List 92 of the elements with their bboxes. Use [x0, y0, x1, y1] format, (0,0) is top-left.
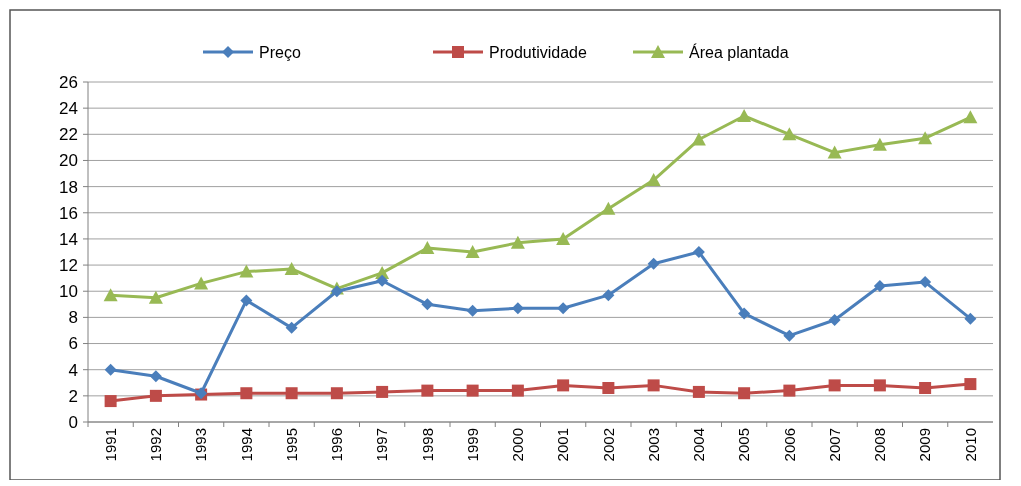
point — [556, 231, 571, 245]
point — [737, 109, 752, 122]
x-tick-label: 1995 — [282, 428, 300, 462]
point — [194, 276, 209, 290]
point — [738, 387, 751, 400]
point — [873, 379, 886, 392]
y-tick-label: 24 — [59, 99, 78, 119]
point — [964, 312, 977, 325]
point — [828, 379, 841, 392]
point — [511, 384, 524, 397]
y-tick-label: 0 — [68, 412, 78, 432]
point — [285, 387, 298, 400]
point — [285, 321, 298, 334]
point — [240, 387, 253, 400]
x-tick-label: 1994 — [237, 428, 255, 462]
point — [421, 298, 434, 311]
y-tick-label: 2 — [68, 386, 78, 406]
point — [782, 127, 797, 141]
point — [964, 378, 977, 391]
y-tick-label: 8 — [68, 308, 78, 328]
y-tick-label: 14 — [59, 229, 78, 249]
point — [466, 384, 479, 397]
y-tick-label: 26 — [59, 72, 78, 92]
point — [149, 370, 162, 383]
point — [284, 262, 299, 275]
point — [738, 307, 751, 320]
point — [646, 173, 661, 187]
point — [873, 280, 886, 292]
point — [330, 285, 343, 298]
y-tick-label: 12 — [59, 256, 78, 276]
point — [963, 110, 978, 124]
legend-label: Preço — [259, 43, 301, 61]
x-tick-label: 2005 — [735, 428, 753, 462]
point — [692, 385, 705, 398]
point — [783, 329, 796, 342]
x-tick-label: 2009 — [916, 428, 934, 462]
x-tick-label: 2002 — [599, 428, 617, 462]
point — [376, 274, 389, 287]
x-tick-label: 1992 — [147, 428, 165, 462]
point — [557, 379, 570, 392]
x-tick-label: 2008 — [871, 428, 889, 462]
y-tick-label: 4 — [68, 360, 78, 380]
x-tick-label: 2001 — [554, 428, 572, 462]
point — [647, 257, 660, 270]
point — [376, 385, 389, 398]
x-tick-label: 1993 — [192, 428, 210, 462]
y-tick-label: 18 — [59, 177, 78, 197]
point — [692, 246, 705, 258]
point — [239, 264, 254, 278]
point — [421, 384, 434, 397]
x-tick-label: 1999 — [463, 428, 481, 462]
point — [466, 304, 479, 317]
point — [919, 276, 932, 289]
x-tick-label: 2004 — [690, 428, 708, 462]
point — [647, 379, 660, 392]
point — [420, 241, 435, 255]
point — [602, 382, 615, 394]
x-tick-label: 1997 — [373, 428, 391, 462]
point — [103, 288, 118, 302]
point — [919, 382, 932, 394]
point — [691, 132, 706, 146]
point — [783, 384, 796, 397]
point — [465, 245, 480, 258]
y-tick-label: 20 — [59, 151, 78, 171]
x-tick-label: 2010 — [961, 428, 979, 462]
point — [104, 395, 117, 408]
point — [557, 302, 570, 315]
x-tick-label: 1998 — [418, 428, 436, 462]
y-tick-label: 16 — [59, 203, 78, 223]
x-tick-label: 1991 — [101, 428, 119, 462]
point — [240, 294, 253, 307]
point — [104, 363, 117, 376]
x-tick-label: 2007 — [825, 428, 843, 462]
point — [918, 131, 933, 145]
x-tick-label: 1996 — [328, 428, 346, 462]
y-tick-label: 22 — [59, 125, 78, 145]
x-tick-label: 2000 — [509, 428, 527, 462]
point — [510, 235, 525, 249]
point — [872, 137, 887, 151]
point — [149, 389, 162, 402]
point — [827, 145, 842, 159]
legend-label: Área plantada — [689, 42, 789, 61]
y-tick-label: 10 — [59, 282, 78, 302]
x-tick-label: 2003 — [644, 428, 662, 462]
point — [601, 201, 616, 215]
point — [330, 387, 343, 400]
point — [828, 314, 841, 326]
legend-label: Produtividade — [489, 43, 587, 61]
y-tick-label: 6 — [68, 334, 78, 354]
point — [602, 289, 615, 302]
x-tick-label: 2006 — [780, 428, 798, 462]
point — [148, 290, 163, 304]
